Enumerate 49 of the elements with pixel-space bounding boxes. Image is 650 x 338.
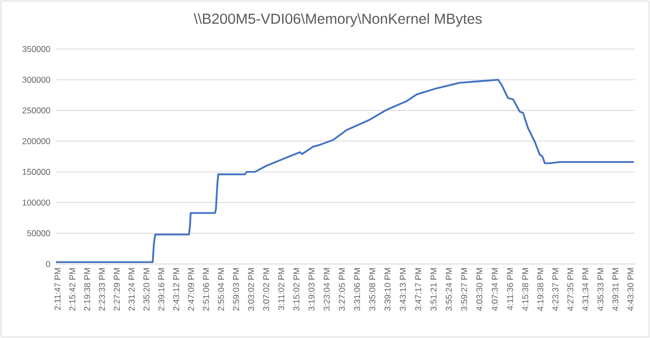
x-tick-label: 3:35:08 PM [369,268,376,311]
x-tick-label: 3:31:06 PM [354,268,360,311]
x-tick-label: 2:51:06 PM [202,268,209,311]
y-tick-label: 150000 [22,168,50,175]
y-tick-label: 100000 [22,200,50,206]
chart-title: \\B200M5-VDI06\Memory\NonKernel MBytes [194,13,482,27]
x-tick-label: 4:19:38 PM [537,268,544,311]
x-tick-label: 2:19:38 PM [84,268,90,311]
x-tick-label: 3:07:02 PM [263,268,270,311]
x-tick-label: 4:15:38 PM [522,268,528,311]
x-tick-label: 2:27:29 PM [114,268,120,311]
y-tick-label: 300000 [22,76,50,83]
x-tick-label: 4:03:30 PM [476,268,482,311]
y-tick-label: 250000 [22,107,50,114]
x-tick-label: 3:47:17 PM [415,268,422,311]
x-tick-label: 3:15:02 PM [293,268,300,311]
x-tick-label: 2:31:24 PM [128,268,135,311]
x-tick-label: 3:55:24 PM [446,268,452,311]
x-tick-label: 2:23:33 PM [98,268,105,311]
y-tick-label: 50000 [27,230,50,236]
x-tick-label: 3:59:27 PM [461,268,468,311]
x-tick-label: 2:59:03 PM [233,268,240,311]
x-tick-label: 2:55:04 PM [218,268,224,311]
x-tick-label: 2:47:09 PM [188,268,194,311]
x-tick-label: 2:15:42 PM [69,268,76,311]
x-tick-label: 4:43:30 PM [627,268,634,311]
x-tick-label: 3:19:03 PM [308,268,315,311]
x-tick-label: 4:11:36 PM [506,268,513,310]
x-tick-label: 4:31:34 PM [582,268,588,311]
x-tick-label: 3:27:05 PM [338,268,345,311]
x-tick-label: 4:35:33 PM [597,268,604,311]
x-tick-label: 3:11:02 PM [278,268,284,310]
x-tick-label: 3:51:21 PM [430,268,437,311]
x-tick-label: 4:07:34 PM [492,268,498,311]
x-tick-label: 4:23:37 PM [552,268,558,311]
x-tick-label: 2:39:16 PM [158,268,164,311]
y-tick-label: 0 [46,261,50,268]
x-tick-label: 2:43:12 PM [173,268,180,311]
y-tick-label: 200000 [22,138,50,144]
line-series [56,78,635,264]
x-tick-label: 3:23:04 PM [324,268,330,311]
x-tick-label: 3:43:13 PM [400,268,406,311]
x-tick-label: 2:11:47 PM [54,268,60,310]
x-tick-label: 4:39:31 PM [612,268,618,311]
y-tick-label: 350000 [22,46,50,52]
x-tick-label: 2:35:20 PM [143,268,150,311]
x-tick-label: 3:39:10 PM [384,268,391,311]
x-tick-label: 3:03:02 PM [248,268,254,311]
x-tick-label: 4:27:35 PM [567,268,574,311]
